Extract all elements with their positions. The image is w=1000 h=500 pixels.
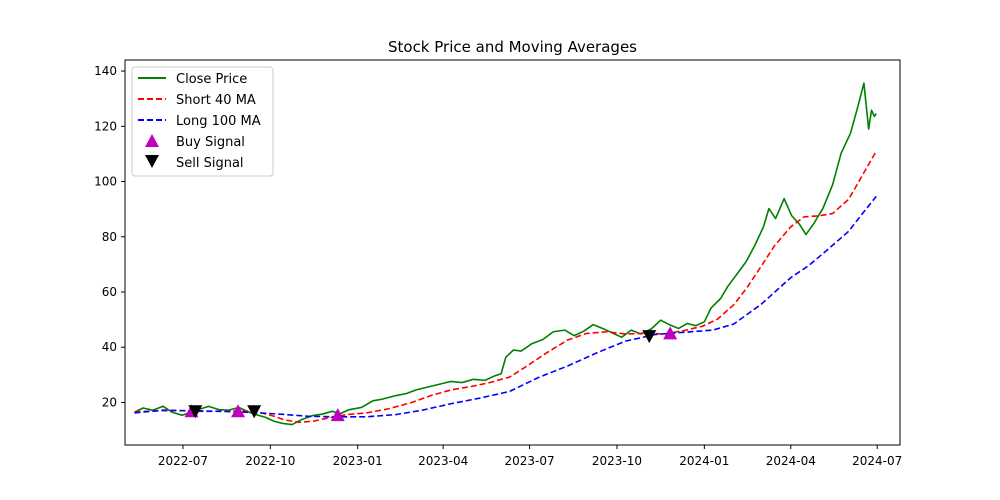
- sell-signal-marker: [188, 405, 203, 419]
- x-tick-label: 2023-07: [505, 454, 555, 468]
- buy-signal-marker: [663, 326, 678, 340]
- series-line-short-40-ma: [134, 150, 877, 424]
- sell-signal-marker: [642, 330, 657, 344]
- legend-marker-buy-signal: [145, 134, 159, 147]
- legend-label-sell-signal: Sell Signal: [176, 156, 244, 171]
- plot-area: [134, 82, 877, 426]
- buy-signal-marker: [330, 408, 345, 422]
- x-tick-label: 2023-01: [333, 454, 383, 468]
- x-tick-label: 2024-07: [852, 454, 902, 468]
- buy-signal-marker: [231, 404, 246, 418]
- x-tick-label: 2022-10: [245, 454, 295, 468]
- sell-signal-marker: [247, 405, 262, 419]
- axes-frame: [124, 59, 901, 446]
- legend-label-close-price: Close Price: [176, 72, 247, 87]
- y-tick-label: 40: [102, 340, 117, 354]
- y-tick-label: 100: [94, 175, 117, 189]
- legend-label-long-ma: Long 100 MA: [176, 114, 261, 129]
- x-tick-label: 2023-10: [592, 454, 642, 468]
- legend-label-short-ma: Short 40 MA: [176, 93, 256, 108]
- x-axis: 2022-07 2022-10 2023-01 2023-04 2023-07 2023-…: [158, 445, 902, 468]
- y-tick-label: 20: [102, 395, 117, 409]
- legend-box: [131, 66, 274, 177]
- legend-label-buy-signal: Buy Signal: [176, 135, 245, 150]
- series-line-long-100-ma: [134, 195, 877, 418]
- x-tick-label: 2022-07: [158, 454, 208, 468]
- y-tick-label: 140: [94, 64, 117, 78]
- y-axis: 20 40 60 80 100 120 140: [94, 64, 125, 409]
- legend-marker-sell-signal: [145, 155, 159, 168]
- y-tick-label: 60: [102, 285, 117, 299]
- x-tick-label: 2024-01: [679, 454, 729, 468]
- y-tick-label: 120: [94, 119, 117, 133]
- y-tick-label: 80: [102, 230, 117, 244]
- x-tick-label: 2024-04: [766, 454, 816, 468]
- series-line-close-price: [134, 82, 877, 426]
- legend: Close Price Short 40 MA Long 100 MA Buy …: [131, 66, 274, 177]
- x-tick-label: 2023-04: [418, 454, 468, 468]
- chart-title: Stock Price and Moving Averages: [388, 38, 637, 56]
